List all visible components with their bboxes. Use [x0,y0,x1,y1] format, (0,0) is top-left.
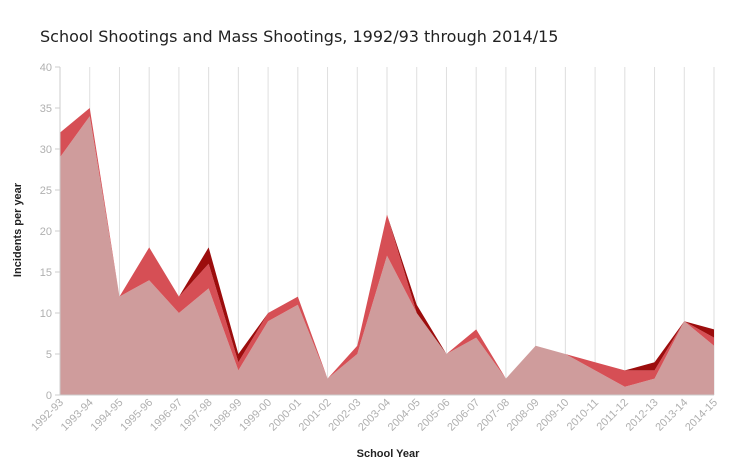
x-tick-label: 2009-10 [534,397,571,434]
y-ticks: 0 5 10 15 20 25 30 35 40 [40,62,60,402]
y-tick-label: 40 [40,62,52,74]
area-series-2 [60,108,714,387]
y-axis-label: Incidents per year [12,182,24,277]
y-tick-label: 20 [40,226,52,238]
x-tick-label: 2010-11 [565,397,601,433]
y-tick-label: 15 [40,267,52,279]
chart-title: School Shootings and Mass Shootings, 199… [40,27,559,46]
y-tick-label: 5 [46,349,52,361]
x-ticks: 1992-931993-941994-951995-961996-971997-… [29,397,720,434]
y-tick-label: 30 [40,144,52,156]
y-tick-label: 10 [40,308,52,320]
area-series-3 [60,108,714,379]
y-tick-label: 25 [40,185,52,197]
stacked-areas [60,108,714,395]
y-tick-label: 0 [46,390,52,402]
x-tick-label: 2014-15 [683,397,720,434]
x-axis-label: School Year [357,448,420,460]
y-tick-label: 35 [40,103,52,115]
area-series-1 [60,116,714,395]
